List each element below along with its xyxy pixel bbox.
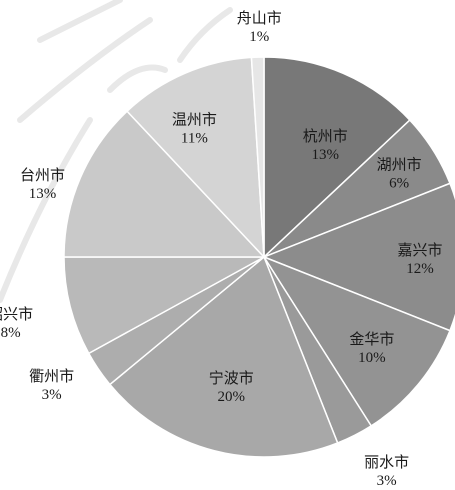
slice-label-value-11: 1%: [249, 29, 269, 45]
pie-slice-11: [250, 56, 265, 258]
slice-label-name-2: 湖州市: [377, 156, 422, 173]
slice-labels: 杭州市 13% 湖州市 6% 嘉兴市 12% 金华市 10% 丽水市 3% 宁波市 20% 衢州市 3% 绍…: [0, 10, 443, 489]
slice-label-value-6: 20%: [217, 389, 245, 405]
slice-label-name-8: 绍兴市: [0, 306, 33, 323]
slice-label-name-6: 宁波市: [209, 370, 254, 387]
pie-slice-9: [63, 110, 266, 258]
pie-slice-3: [261, 182, 455, 332]
pie-slice-4: [262, 255, 451, 427]
slice-label-name-10: 温州市: [172, 112, 217, 129]
slice-label-name-5: 丽水市: [364, 454, 409, 471]
slice-label-value-3: 12%: [406, 261, 434, 277]
pie-slice-8: [63, 256, 265, 355]
slice-label-name-11: 舟山市: [237, 10, 282, 27]
pie-slice-1: [263, 56, 411, 259]
slice-label-value-10: 11%: [181, 131, 208, 147]
slice-label-name-3: 嘉兴市: [397, 242, 442, 259]
slice-label-value-1: 13%: [311, 147, 339, 163]
slice-label-name-9: 台州市: [20, 167, 65, 184]
pie-slice-10: [126, 56, 265, 260]
slice-label-value-7: 3%: [42, 387, 62, 403]
pie-slices: [63, 56, 455, 458]
slice-label-name-7: 衢州市: [29, 368, 74, 385]
slice-label-value-5: 3%: [377, 473, 397, 489]
pie-slice-6: [108, 255, 339, 458]
slice-label-value-9: 13%: [29, 186, 57, 202]
watermark: [0, 0, 233, 303]
slice-label-value-4: 10%: [358, 350, 386, 366]
slice-label-name-1: 杭州市: [303, 128, 348, 145]
slice-label-value-8: 8%: [1, 325, 21, 341]
slice-label-value-2: 6%: [389, 175, 409, 191]
slice-label-name-4: 金华市: [349, 331, 394, 348]
